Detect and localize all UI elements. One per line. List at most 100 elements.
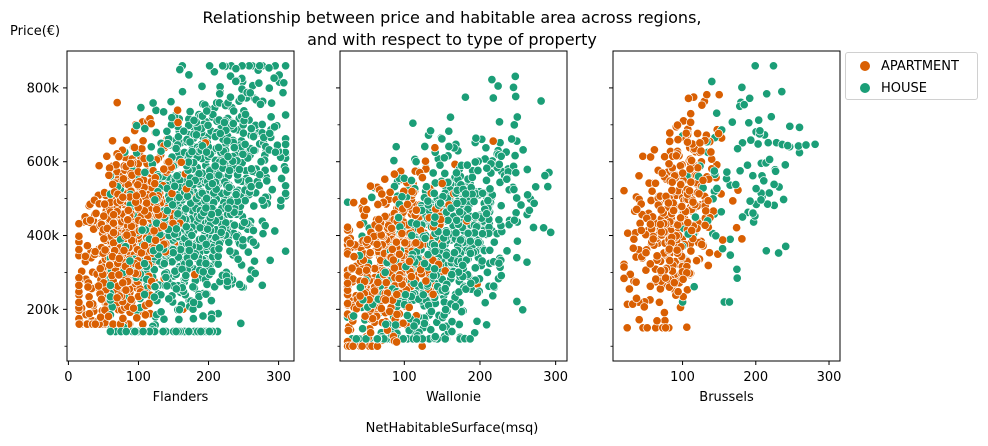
data-point-apartment: [126, 158, 136, 168]
data-point-house: [229, 106, 239, 116]
subplot-brussels: 100 200 300 Brussels: [609, 50, 841, 405]
data-point-house: [171, 224, 181, 234]
data-point-house: [201, 289, 211, 299]
data-point-house: [185, 137, 195, 147]
data-point-apartment: [636, 225, 646, 235]
data-point-house: [496, 201, 506, 211]
data-point-apartment: [667, 177, 677, 187]
data-point-house: [512, 193, 522, 203]
data-point-apartment: [102, 223, 112, 233]
x-tick-label: 100: [392, 370, 417, 385]
data-point-house: [276, 195, 286, 205]
data-point-apartment: [366, 328, 376, 338]
data-point-apartment: [365, 248, 375, 258]
data-point-apartment: [377, 189, 387, 199]
plot-frame: [339, 50, 568, 362]
data-point-house: [512, 253, 522, 263]
data-point-house: [156, 146, 166, 156]
data-point-house: [487, 75, 497, 85]
data-point-apartment: [406, 272, 416, 282]
data-point-house: [257, 195, 267, 205]
data-point-apartment: [681, 128, 691, 138]
data-point-apartment: [685, 164, 695, 174]
data-point-house: [231, 76, 241, 86]
data-point-apartment: [645, 259, 655, 269]
data-point-apartment: [665, 136, 675, 146]
data-point-apartment: [99, 211, 109, 221]
data-point-house: [430, 246, 440, 256]
data-point-apartment: [488, 136, 498, 146]
data-point-apartment: [698, 175, 708, 185]
data-point-apartment: [74, 319, 84, 329]
data-point-apartment: [397, 228, 407, 239]
data-point-apartment: [95, 264, 105, 274]
data-point-house: [469, 196, 479, 206]
data-point-apartment: [622, 323, 632, 333]
data-point-apartment: [664, 244, 674, 254]
data-point-house: [222, 136, 232, 146]
data-point-house: [162, 139, 173, 149]
data-point-house: [225, 165, 235, 176]
data-point-house: [281, 139, 291, 149]
data-point-apartment: [683, 93, 694, 103]
data-point-house: [731, 180, 741, 190]
data-point-apartment: [646, 152, 656, 162]
data-point-house: [478, 188, 488, 198]
data-point-apartment: [114, 152, 124, 162]
data-point-house: [522, 257, 532, 267]
data-point-apartment: [388, 255, 398, 265]
data-point-house: [198, 267, 208, 277]
data-point-house: [472, 288, 483, 298]
data-point-apartment: [362, 205, 372, 215]
data-point-house: [707, 76, 717, 87]
data-point-apartment: [663, 198, 673, 208]
data-point-apartment: [402, 199, 413, 209]
data-point-house: [785, 121, 795, 131]
data-point-house: [451, 228, 461, 238]
data-point-house: [412, 219, 422, 229]
data-point-house: [502, 174, 512, 184]
data-point-apartment: [164, 157, 174, 167]
data-point-house: [267, 98, 277, 108]
data-point-apartment: [703, 196, 713, 206]
data-point-apartment: [718, 235, 728, 245]
data-point-house: [465, 248, 476, 258]
data-point-apartment: [686, 109, 696, 119]
data-point-apartment: [673, 287, 683, 297]
data-point-house: [463, 228, 473, 238]
data-point-apartment: [696, 146, 706, 156]
data-point-house: [447, 270, 457, 280]
data-point-house: [470, 328, 480, 338]
y-tick-label: 800k: [27, 81, 60, 96]
data-point-house: [457, 307, 467, 317]
data-point-apartment: [651, 274, 661, 284]
data-point-house: [447, 317, 457, 327]
data-point-apartment: [619, 186, 629, 196]
data-point-apartment: [656, 266, 666, 276]
data-point-house: [181, 270, 191, 281]
data-point-house: [216, 227, 226, 237]
data-point-apartment: [362, 235, 373, 245]
data-point-apartment: [118, 192, 128, 202]
data-point-house: [174, 314, 184, 325]
data-point-house: [162, 126, 172, 136]
data-point-apartment: [623, 228, 633, 238]
data-point-apartment: [659, 308, 669, 318]
data-point-apartment: [437, 178, 447, 189]
data-point-house: [508, 82, 519, 92]
data-point-house: [231, 190, 241, 200]
data-point-apartment: [100, 245, 110, 255]
data-point-apartment: [669, 206, 679, 216]
data-point-house: [228, 119, 238, 129]
data-point-apartment: [404, 256, 415, 266]
data-point-house: [281, 181, 291, 191]
data-point-house: [159, 259, 169, 269]
data-point-apartment: [656, 227, 666, 237]
data-point-apartment: [74, 219, 84, 229]
data-point-house: [185, 107, 195, 117]
data-point-house: [149, 292, 159, 302]
data-point-house: [745, 196, 755, 206]
data-point-apartment: [114, 270, 124, 280]
data-point-apartment: [661, 273, 671, 283]
data-point-apartment: [128, 303, 139, 313]
